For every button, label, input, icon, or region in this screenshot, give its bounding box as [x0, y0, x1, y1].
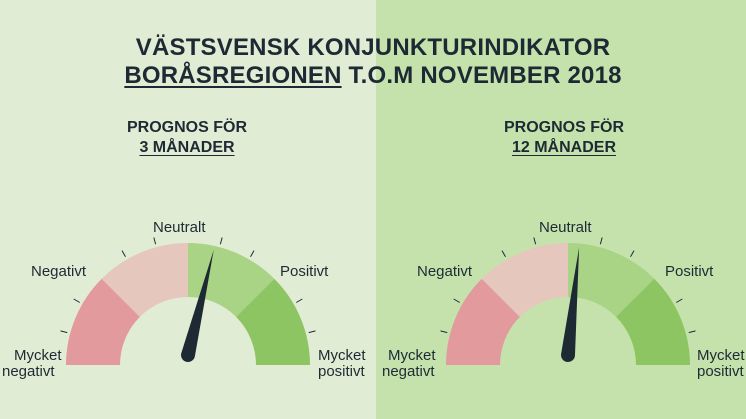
gauge-needle: [181, 249, 214, 363]
segment-very-negative: [66, 278, 140, 365]
segment-very-positive: [236, 278, 310, 365]
title-line-2: BORÅSREGIONEN T.O.M NOVEMBER 2018: [0, 62, 746, 90]
segment-very-positive: [616, 278, 690, 365]
gauge-tick: [599, 237, 603, 245]
gauge-tick: [308, 330, 316, 334]
gauge-tick: [73, 298, 80, 303]
segment-positive: [188, 243, 275, 317]
gauge-tick: [676, 298, 683, 303]
gauge-needle: [560, 247, 580, 363]
label-neutral: Neutralt: [153, 219, 206, 236]
label-very-positive-line-2: positivt: [697, 363, 745, 380]
gauge-tick: [153, 237, 157, 245]
gauge-tick: [533, 237, 537, 245]
forecast-heading-label: PROGNOS FÖR: [503, 119, 624, 136]
label-negative: Negativt: [31, 263, 87, 280]
segment-positive: [568, 243, 655, 317]
label-very-negative-line-1: Mycket: [388, 347, 436, 364]
gauge-tick: [296, 298, 303, 303]
page-title: VÄSTSVENSK KONJUNKTURINDIKATOR BORÅSREGI…: [0, 34, 746, 90]
gauge-3-months: Mycket negativt Negativt Neutralt Positi…: [2, 219, 366, 380]
title-period: T.O.M NOVEMBER 2018: [348, 62, 622, 89]
segment-very-negative: [446, 278, 520, 365]
label-very-negative-line-2: negativt: [2, 363, 55, 380]
gauge-ticks: [60, 237, 316, 334]
gauge-ticks: [440, 237, 696, 334]
label-neutral: Neutralt: [539, 219, 592, 236]
gauge-tick: [440, 330, 448, 334]
title-line-1: VÄSTSVENSK KONJUNKTURINDIKATOR: [135, 34, 611, 61]
label-very-negative-line-2: negativt: [382, 363, 435, 380]
gauge-segments: [66, 243, 310, 365]
label-negative: Negativt: [417, 263, 473, 280]
label-positive: Positivt: [665, 263, 714, 280]
forecast-horizon: 3 MÅNADER: [139, 139, 235, 156]
forecast-horizon: 12 MÅNADER: [511, 139, 616, 156]
gauge-tick: [219, 237, 223, 245]
gauge-tick: [453, 298, 460, 303]
gauge-tick: [250, 250, 255, 257]
segment-negative: [481, 242, 568, 317]
label-positive: Positivt: [280, 263, 329, 280]
forecast-heading-label: PROGNOS FÖR: [126, 119, 247, 136]
gauge-segments: [446, 242, 690, 365]
label-very-positive-line-1: Mycket: [318, 347, 366, 364]
gauge-tick: [121, 250, 126, 257]
forecast-heading-12-months: PROGNOS FÖR 12 MÅNADER: [414, 118, 714, 158]
gauge-tick: [630, 250, 635, 257]
gauge-tick: [60, 330, 68, 334]
title-region: BORÅSREGIONEN: [124, 62, 342, 89]
forecast-heading-3-months: PROGNOS FÖR 3 MÅNADER: [37, 118, 337, 158]
segment-negative: [101, 243, 188, 317]
gauge-12-months: Mycket negativt Negativt Neutralt Positi…: [382, 219, 745, 380]
label-very-negative-line-1: Mycket: [14, 347, 62, 364]
label-very-positive-line-2: positivt: [318, 363, 366, 380]
gauge-tick: [688, 330, 696, 334]
gauge-tick: [501, 250, 506, 257]
label-very-positive-line-1: Mycket: [697, 347, 745, 364]
